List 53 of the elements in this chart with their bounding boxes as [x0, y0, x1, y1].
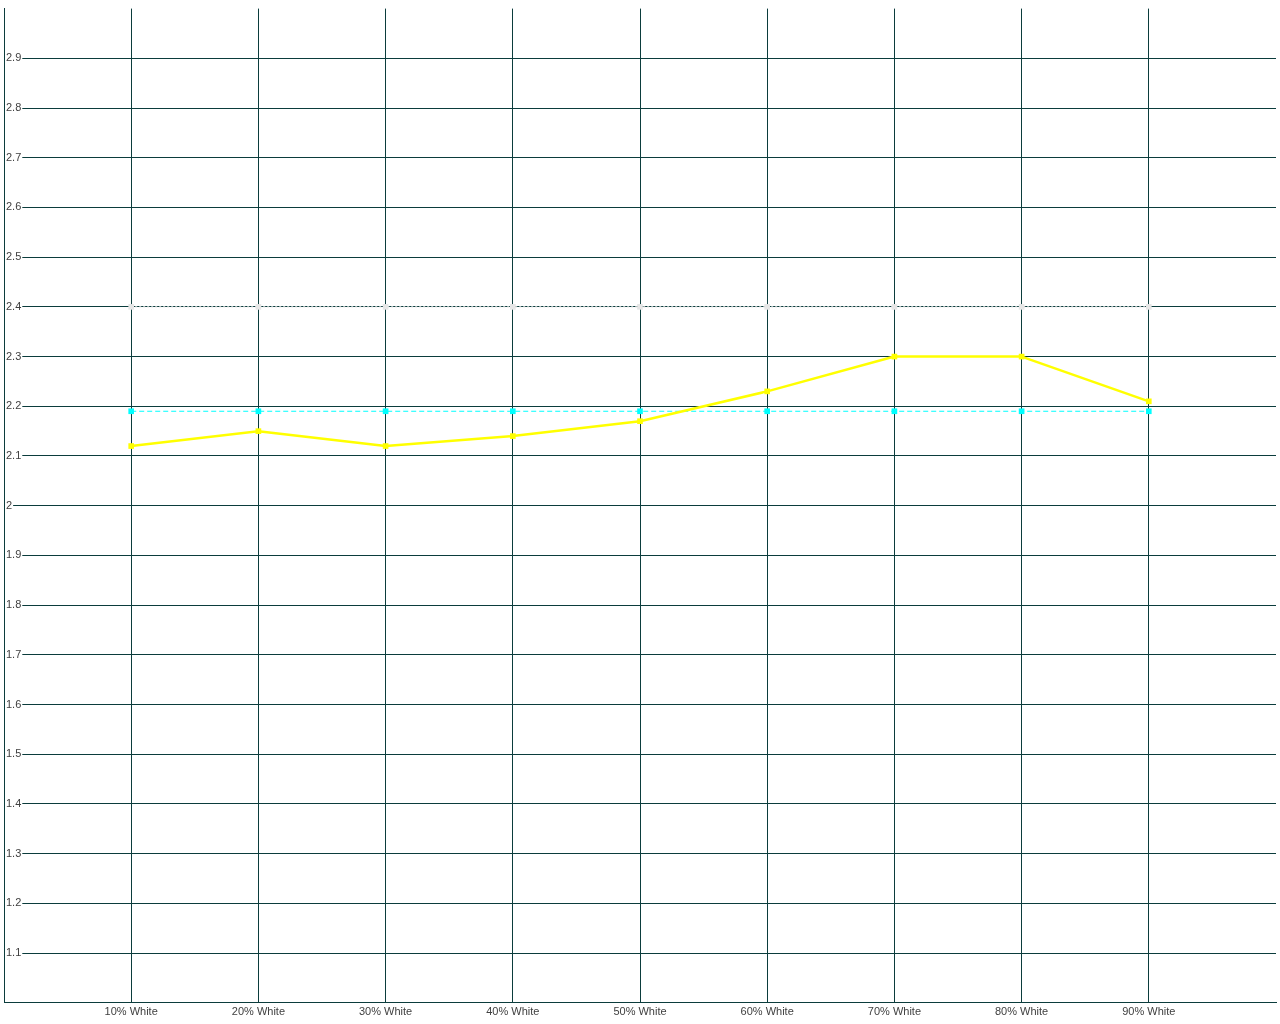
point	[128, 443, 135, 449]
point	[637, 304, 643, 310]
point	[891, 304, 898, 310]
x-tick-label: 60% White	[740, 1005, 794, 1018]
x-tick-label: 40% White	[486, 1005, 540, 1018]
point	[1018, 304, 1025, 310]
point	[891, 408, 898, 415]
point	[1018, 408, 1025, 415]
point	[1145, 304, 1152, 310]
point	[1145, 408, 1152, 415]
y-tick-label: 1.5	[6, 747, 22, 760]
point	[255, 304, 262, 310]
point	[637, 418, 643, 425]
y-tick-label: 1.3	[6, 846, 22, 859]
y-tick-label: 2.7	[6, 150, 22, 163]
point	[509, 304, 516, 310]
point	[764, 388, 771, 395]
y-tick-label: 1.2	[6, 896, 22, 909]
y-tick-label: 2.4	[6, 299, 22, 312]
point	[637, 408, 643, 415]
point	[764, 408, 771, 415]
y-tick-label: 1.6	[6, 697, 22, 710]
y-tick-label: 2	[6, 498, 13, 511]
y-tick-label: 1.1	[6, 946, 22, 959]
y-tick-label: 1.8	[6, 598, 22, 611]
point	[382, 408, 389, 415]
point	[255, 428, 262, 434]
y-tick-label: 2.3	[6, 349, 22, 362]
point	[128, 408, 135, 415]
x-tick-label: 80% White	[995, 1005, 1049, 1018]
y-tick-label: 2.6	[6, 200, 22, 213]
point	[382, 443, 389, 449]
point	[255, 408, 262, 415]
x-tick-label: 50% White	[613, 1005, 667, 1018]
y-tick-label: 1.9	[6, 548, 22, 561]
y-tick-label: 2.2	[6, 399, 22, 412]
point	[509, 433, 516, 439]
point	[1145, 398, 1152, 405]
y-tick-label: 1.7	[6, 647, 22, 660]
x-tick-label: 10% White	[104, 1005, 158, 1018]
y-tick-label: 1.4	[6, 796, 22, 809]
x-tick-label: 90% White	[1122, 1005, 1176, 1018]
point	[764, 304, 771, 310]
y-tick-label: 2.8	[6, 101, 22, 114]
point	[509, 408, 516, 415]
y-tick-label: 2.9	[6, 51, 22, 64]
y-tick-label: 2.5	[6, 250, 22, 263]
x-tick-label: 20% White	[231, 1005, 285, 1018]
point	[128, 304, 135, 310]
y-tick-label: 2.1	[6, 449, 22, 462]
x-tick-label: 70% White	[867, 1005, 921, 1018]
point	[382, 304, 389, 310]
x-tick-label: 30% White	[359, 1005, 413, 1018]
